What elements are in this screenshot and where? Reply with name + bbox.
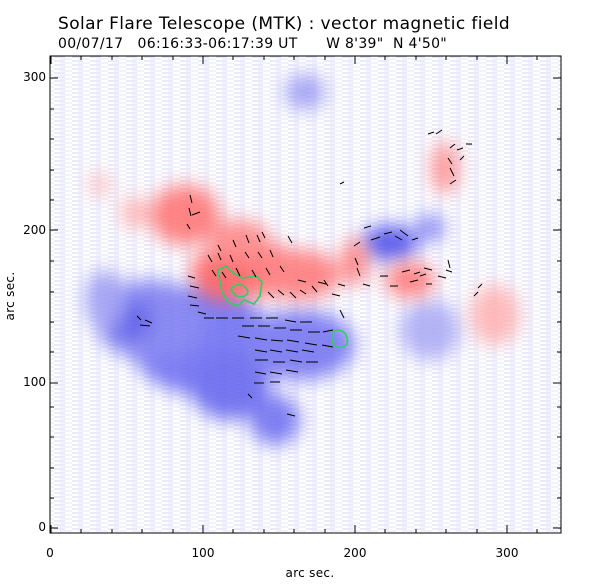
x-axis-label: arc sec.: [285, 566, 335, 580]
y-tick-label: 200: [23, 223, 46, 237]
x-tick-label: 300: [495, 546, 519, 560]
positive-polarity-regions: [90, 142, 520, 345]
magnetogram-image: [50, 56, 561, 533]
x-tick-label: 200: [343, 546, 367, 560]
y-tick-label: 100: [23, 375, 46, 389]
figure-subtitle: 00/07/17 06:16:33-06:17:39 UT W 8'39" N …: [58, 36, 448, 52]
x-tick-label: 0: [46, 546, 54, 560]
contours: [217, 265, 349, 349]
x-tick-label: 100: [191, 546, 215, 560]
plot-frame: [49, 55, 562, 534]
axis-ticks: [50, 56, 561, 533]
transverse-field-vectors: [136, 129, 483, 417]
y-tick-label: 0: [38, 520, 46, 534]
negative-polarity-regions: [85, 74, 460, 445]
y-tick-label: 300: [23, 70, 46, 84]
y-axis-label: arc sec.: [3, 271, 17, 321]
figure-title: Solar Flare Telescope (MTK) : vector mag…: [58, 14, 511, 34]
